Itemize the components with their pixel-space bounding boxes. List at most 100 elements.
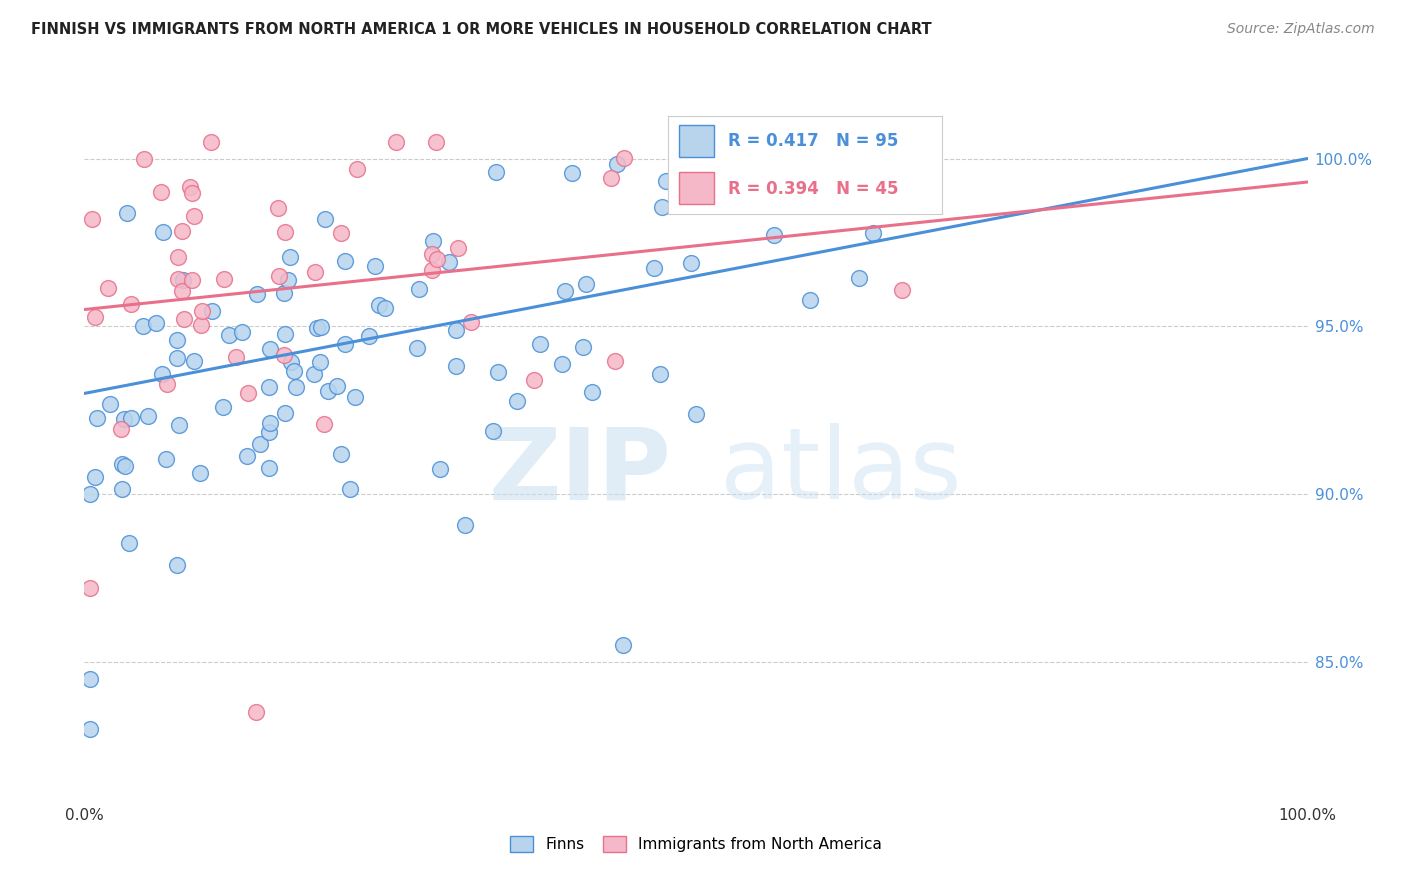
Point — [79, 487, 101, 501]
Text: FINNISH VS IMMIGRANTS FROM NORTH AMERICA 1 OR MORE VEHICLES IN HOUSEHOLD CORRELA: FINNISH VS IMMIGRANTS FROM NORTH AMERICA… — [31, 22, 932, 37]
Point — [311, 320, 333, 334]
Point — [274, 225, 297, 239]
Point — [114, 458, 136, 473]
Point — [169, 417, 191, 432]
Point — [799, 293, 821, 308]
Point — [278, 250, 301, 264]
Point — [606, 156, 628, 170]
Point — [426, 252, 449, 266]
Point — [183, 354, 205, 368]
Point — [335, 254, 357, 268]
Point — [138, 409, 160, 423]
Point — [554, 284, 576, 298]
Point — [460, 315, 482, 329]
FancyBboxPatch shape — [679, 172, 714, 204]
Point — [79, 581, 101, 595]
Point — [212, 400, 235, 414]
Point — [384, 135, 406, 149]
Point — [249, 437, 271, 451]
FancyBboxPatch shape — [679, 125, 714, 157]
Point — [274, 326, 297, 341]
Point — [283, 364, 305, 378]
Point — [551, 357, 574, 371]
Point — [848, 271, 870, 285]
Point — [180, 273, 202, 287]
Point — [245, 705, 267, 719]
Point — [267, 201, 290, 215]
Point — [529, 337, 551, 351]
Point — [420, 246, 443, 260]
Point — [437, 255, 460, 269]
Point — [150, 367, 173, 381]
Point — [408, 282, 430, 296]
Point — [314, 211, 336, 226]
Text: R = 0.417   N = 95: R = 0.417 N = 95 — [728, 133, 898, 151]
Point — [429, 461, 451, 475]
Point — [83, 310, 105, 325]
Point — [97, 281, 120, 295]
Point — [523, 373, 546, 387]
Point — [762, 227, 785, 242]
Point — [172, 272, 194, 286]
Point — [166, 251, 188, 265]
Point — [190, 318, 212, 332]
Point — [257, 460, 280, 475]
Point — [284, 380, 307, 394]
Point — [612, 638, 634, 652]
Point — [364, 259, 387, 273]
Point — [486, 365, 509, 379]
Point — [236, 386, 259, 401]
Point — [112, 412, 135, 426]
Point — [152, 225, 174, 239]
Point — [166, 558, 188, 572]
Point — [733, 135, 755, 149]
Point — [173, 311, 195, 326]
Point — [571, 340, 593, 354]
Point — [454, 518, 477, 533]
Point — [225, 351, 247, 365]
Point — [307, 321, 329, 335]
Point — [446, 323, 468, 337]
Point — [575, 277, 598, 292]
Point — [245, 287, 267, 301]
Point — [613, 151, 636, 165]
Point — [374, 301, 396, 316]
Point — [420, 263, 443, 277]
Point — [259, 342, 281, 356]
Point — [269, 268, 291, 283]
Point — [344, 390, 367, 404]
Point — [314, 417, 336, 431]
Point — [561, 165, 583, 179]
Point — [651, 200, 673, 214]
Point — [183, 210, 205, 224]
Point — [316, 384, 339, 398]
Point — [422, 235, 444, 249]
Point — [339, 483, 361, 497]
Point — [447, 240, 470, 254]
Point — [600, 171, 623, 186]
Point — [330, 227, 353, 241]
Point — [166, 334, 188, 348]
Point — [79, 722, 101, 736]
Point — [274, 406, 297, 420]
Point — [134, 153, 156, 167]
Point — [191, 304, 214, 318]
Point — [769, 154, 792, 169]
Point — [259, 425, 281, 439]
Point — [172, 224, 194, 238]
Point — [330, 447, 353, 461]
Point — [481, 424, 503, 438]
Point — [172, 285, 194, 299]
Point — [273, 348, 295, 362]
Point — [98, 397, 121, 411]
Point — [506, 394, 529, 409]
Point — [485, 165, 508, 179]
Point — [120, 297, 142, 311]
Point — [145, 316, 167, 330]
Point — [425, 135, 447, 149]
Point — [117, 205, 139, 219]
Point — [79, 672, 101, 686]
Point — [280, 355, 302, 369]
Point — [273, 285, 295, 300]
Point — [357, 328, 380, 343]
